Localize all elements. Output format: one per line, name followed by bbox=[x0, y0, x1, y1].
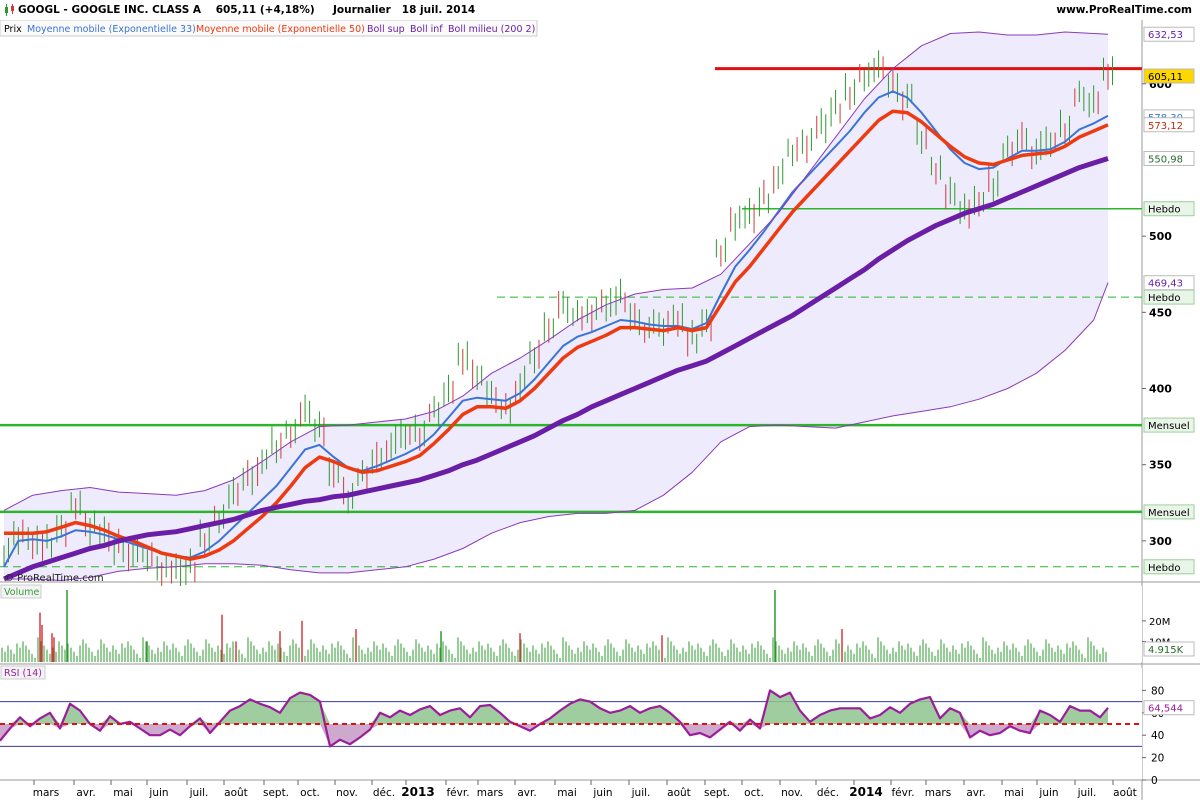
x-tick-label: juil. bbox=[189, 787, 209, 799]
x-tick-label: mai bbox=[1004, 787, 1024, 799]
x-tick-label: août bbox=[224, 787, 248, 799]
rsi-legend-box bbox=[0, 665, 46, 680]
series-line bbox=[3, 156, 1109, 582]
level-label-460: Hebdo bbox=[1148, 293, 1181, 304]
candlestick-icon bbox=[5, 4, 14, 16]
x-axis: mars avr. mai juin juil. août sept. oct. nov. déc… bbox=[33, 780, 1137, 799]
price-tag-box bbox=[1143, 150, 1195, 166]
x-tick-label: sept. bbox=[263, 787, 289, 799]
x-tick-label: juil. bbox=[631, 787, 651, 799]
x-tick-label: juin bbox=[1038, 787, 1058, 799]
level-tag-518 bbox=[1143, 201, 1195, 217]
x-tick-label: avr. bbox=[76, 787, 95, 799]
x-tick-label: déc. bbox=[373, 787, 395, 799]
series-line bbox=[4, 109, 1109, 561]
price-tag-label: 469,43 bbox=[1148, 279, 1183, 290]
x-tick-label: avr. bbox=[517, 787, 536, 799]
volume-bg bbox=[0, 586, 1142, 662]
level-tag-283 bbox=[1143, 559, 1195, 575]
y-tick-label: 350 bbox=[1149, 459, 1172, 472]
legend-ema50[interactable]: Moyenne mobile (Exponentielle 50) bbox=[196, 24, 365, 35]
x-tick-label: sept. bbox=[704, 787, 730, 799]
level-label-518: Hebdo bbox=[1148, 205, 1181, 216]
x-tick-label: mars bbox=[925, 787, 951, 799]
volume-legend[interactable]: Volume bbox=[4, 587, 39, 598]
x-tick-label: déc. bbox=[817, 787, 839, 799]
x-tick-label: juin bbox=[148, 787, 168, 799]
x-tick-label: mai bbox=[557, 787, 577, 799]
x-tick-label: mars bbox=[33, 787, 59, 799]
rsi-tag-box bbox=[1143, 700, 1195, 716]
y-tick-label: 400 bbox=[1149, 383, 1172, 396]
price-tag-label: 632,53 bbox=[1148, 30, 1183, 41]
x-tick-label: févr. bbox=[891, 787, 914, 799]
price-tag-box bbox=[1143, 68, 1195, 84]
volume-tag-box bbox=[1143, 641, 1195, 657]
rsi-fill-up bbox=[0, 690, 1108, 724]
volume-panel: 10M20M4.915K bbox=[0, 586, 1200, 665]
x-tick-label: juil. bbox=[1077, 787, 1097, 799]
price-change-label: 605,11 (+4,18%) bbox=[215, 4, 315, 16]
x-tick-label: nov. bbox=[336, 787, 358, 799]
price-tag-box bbox=[1143, 275, 1195, 291]
legend-boll-sup[interactable]: Boll sup bbox=[367, 24, 405, 35]
series-line bbox=[3, 31, 1109, 511]
x-tick-label: 2014 bbox=[849, 785, 882, 799]
legend-price[interactable]: Prix bbox=[4, 24, 22, 35]
y-tick-label: 300 bbox=[1149, 535, 1172, 548]
x-tick-label: mai bbox=[113, 787, 133, 799]
legend-ema33[interactable]: Moyenne mobile (Exponentielle 33) bbox=[27, 24, 196, 35]
price-chart[interactable]: HebdoHebdoMensuelMensuelHebdo30035040045… bbox=[0, 20, 1200, 800]
level-label-376: Mensuel bbox=[1148, 421, 1190, 432]
x-tick-label: août bbox=[667, 787, 691, 799]
x-tick-label: oct. bbox=[744, 787, 764, 799]
chart-title: GOOGL - GOOGLE INC. CLASS A 605,11 (+4,1… bbox=[18, 4, 475, 16]
rsi-fill-down bbox=[0, 724, 1108, 747]
y-tick-label: 20 bbox=[1151, 753, 1164, 765]
price-tag-box bbox=[1143, 117, 1195, 133]
x-tick-label: 2013 bbox=[401, 785, 434, 799]
level-tag-376 bbox=[1143, 417, 1195, 433]
series-line bbox=[4, 282, 1109, 581]
price-tag-label: 605,11 bbox=[1148, 72, 1183, 83]
y-tick-label: 40 bbox=[1151, 730, 1164, 742]
price-panel: HebdoHebdoMensuelMensuelHebdo30035040045… bbox=[0, 20, 1200, 800]
site-link[interactable]: www.ProRealTime.com bbox=[1056, 4, 1192, 16]
y-tick-label: 0 bbox=[1151, 775, 1158, 787]
level-label-319: Mensuel bbox=[1148, 508, 1190, 519]
y-tick-label: 20M bbox=[1149, 617, 1170, 628]
y-tick-label: 500 bbox=[1149, 230, 1172, 243]
price-tag-label: 550,98 bbox=[1148, 154, 1183, 165]
x-tick-label: févr. bbox=[446, 787, 469, 799]
x-tick-label: oct. bbox=[300, 787, 320, 799]
x-tick-label: mars bbox=[477, 787, 503, 799]
legend-bar: Prix Moyenne mobile (Exponentielle 33) M… bbox=[0, 20, 538, 37]
volume-legend-box bbox=[0, 584, 42, 599]
x-tick-label: août bbox=[1113, 787, 1137, 799]
volume-last-label: 4.915K bbox=[1148, 645, 1184, 656]
rsi-legend[interactable]: RSI (14) bbox=[4, 668, 42, 679]
level-tag-319 bbox=[1143, 504, 1195, 520]
rsi-last-label: 64,544 bbox=[1148, 704, 1183, 715]
rsi-panel: 02040608064,544 bbox=[0, 668, 1200, 787]
rsi-line bbox=[0, 689, 1109, 748]
y-tick-label: 80 bbox=[1151, 685, 1164, 697]
chart-header: GOOGL - GOOGLE INC. CLASS A 605,11 (+4,1… bbox=[0, 0, 1200, 20]
x-tick-label: juin bbox=[592, 787, 612, 799]
copyright-label: © ProRealTime.com bbox=[4, 573, 104, 584]
price-tag-box bbox=[1143, 26, 1195, 42]
price-tag-label: 573,12 bbox=[1148, 121, 1183, 132]
legend-boll-inf[interactable]: Boll inf bbox=[410, 24, 443, 35]
symbol-label: GOOGL - GOOGLE INC. CLASS A bbox=[18, 4, 202, 16]
x-tick-label: avr. bbox=[966, 787, 985, 799]
x-tick-label: nov. bbox=[781, 787, 803, 799]
level-label-283: Hebdo bbox=[1148, 563, 1181, 574]
y-tick-label: 450 bbox=[1149, 306, 1172, 319]
period-label: Journalier bbox=[332, 4, 391, 16]
date-label: 18 juil. 2014 bbox=[401, 4, 476, 16]
legend-boll-mid[interactable]: Boll milieu (200 2) bbox=[448, 24, 535, 35]
